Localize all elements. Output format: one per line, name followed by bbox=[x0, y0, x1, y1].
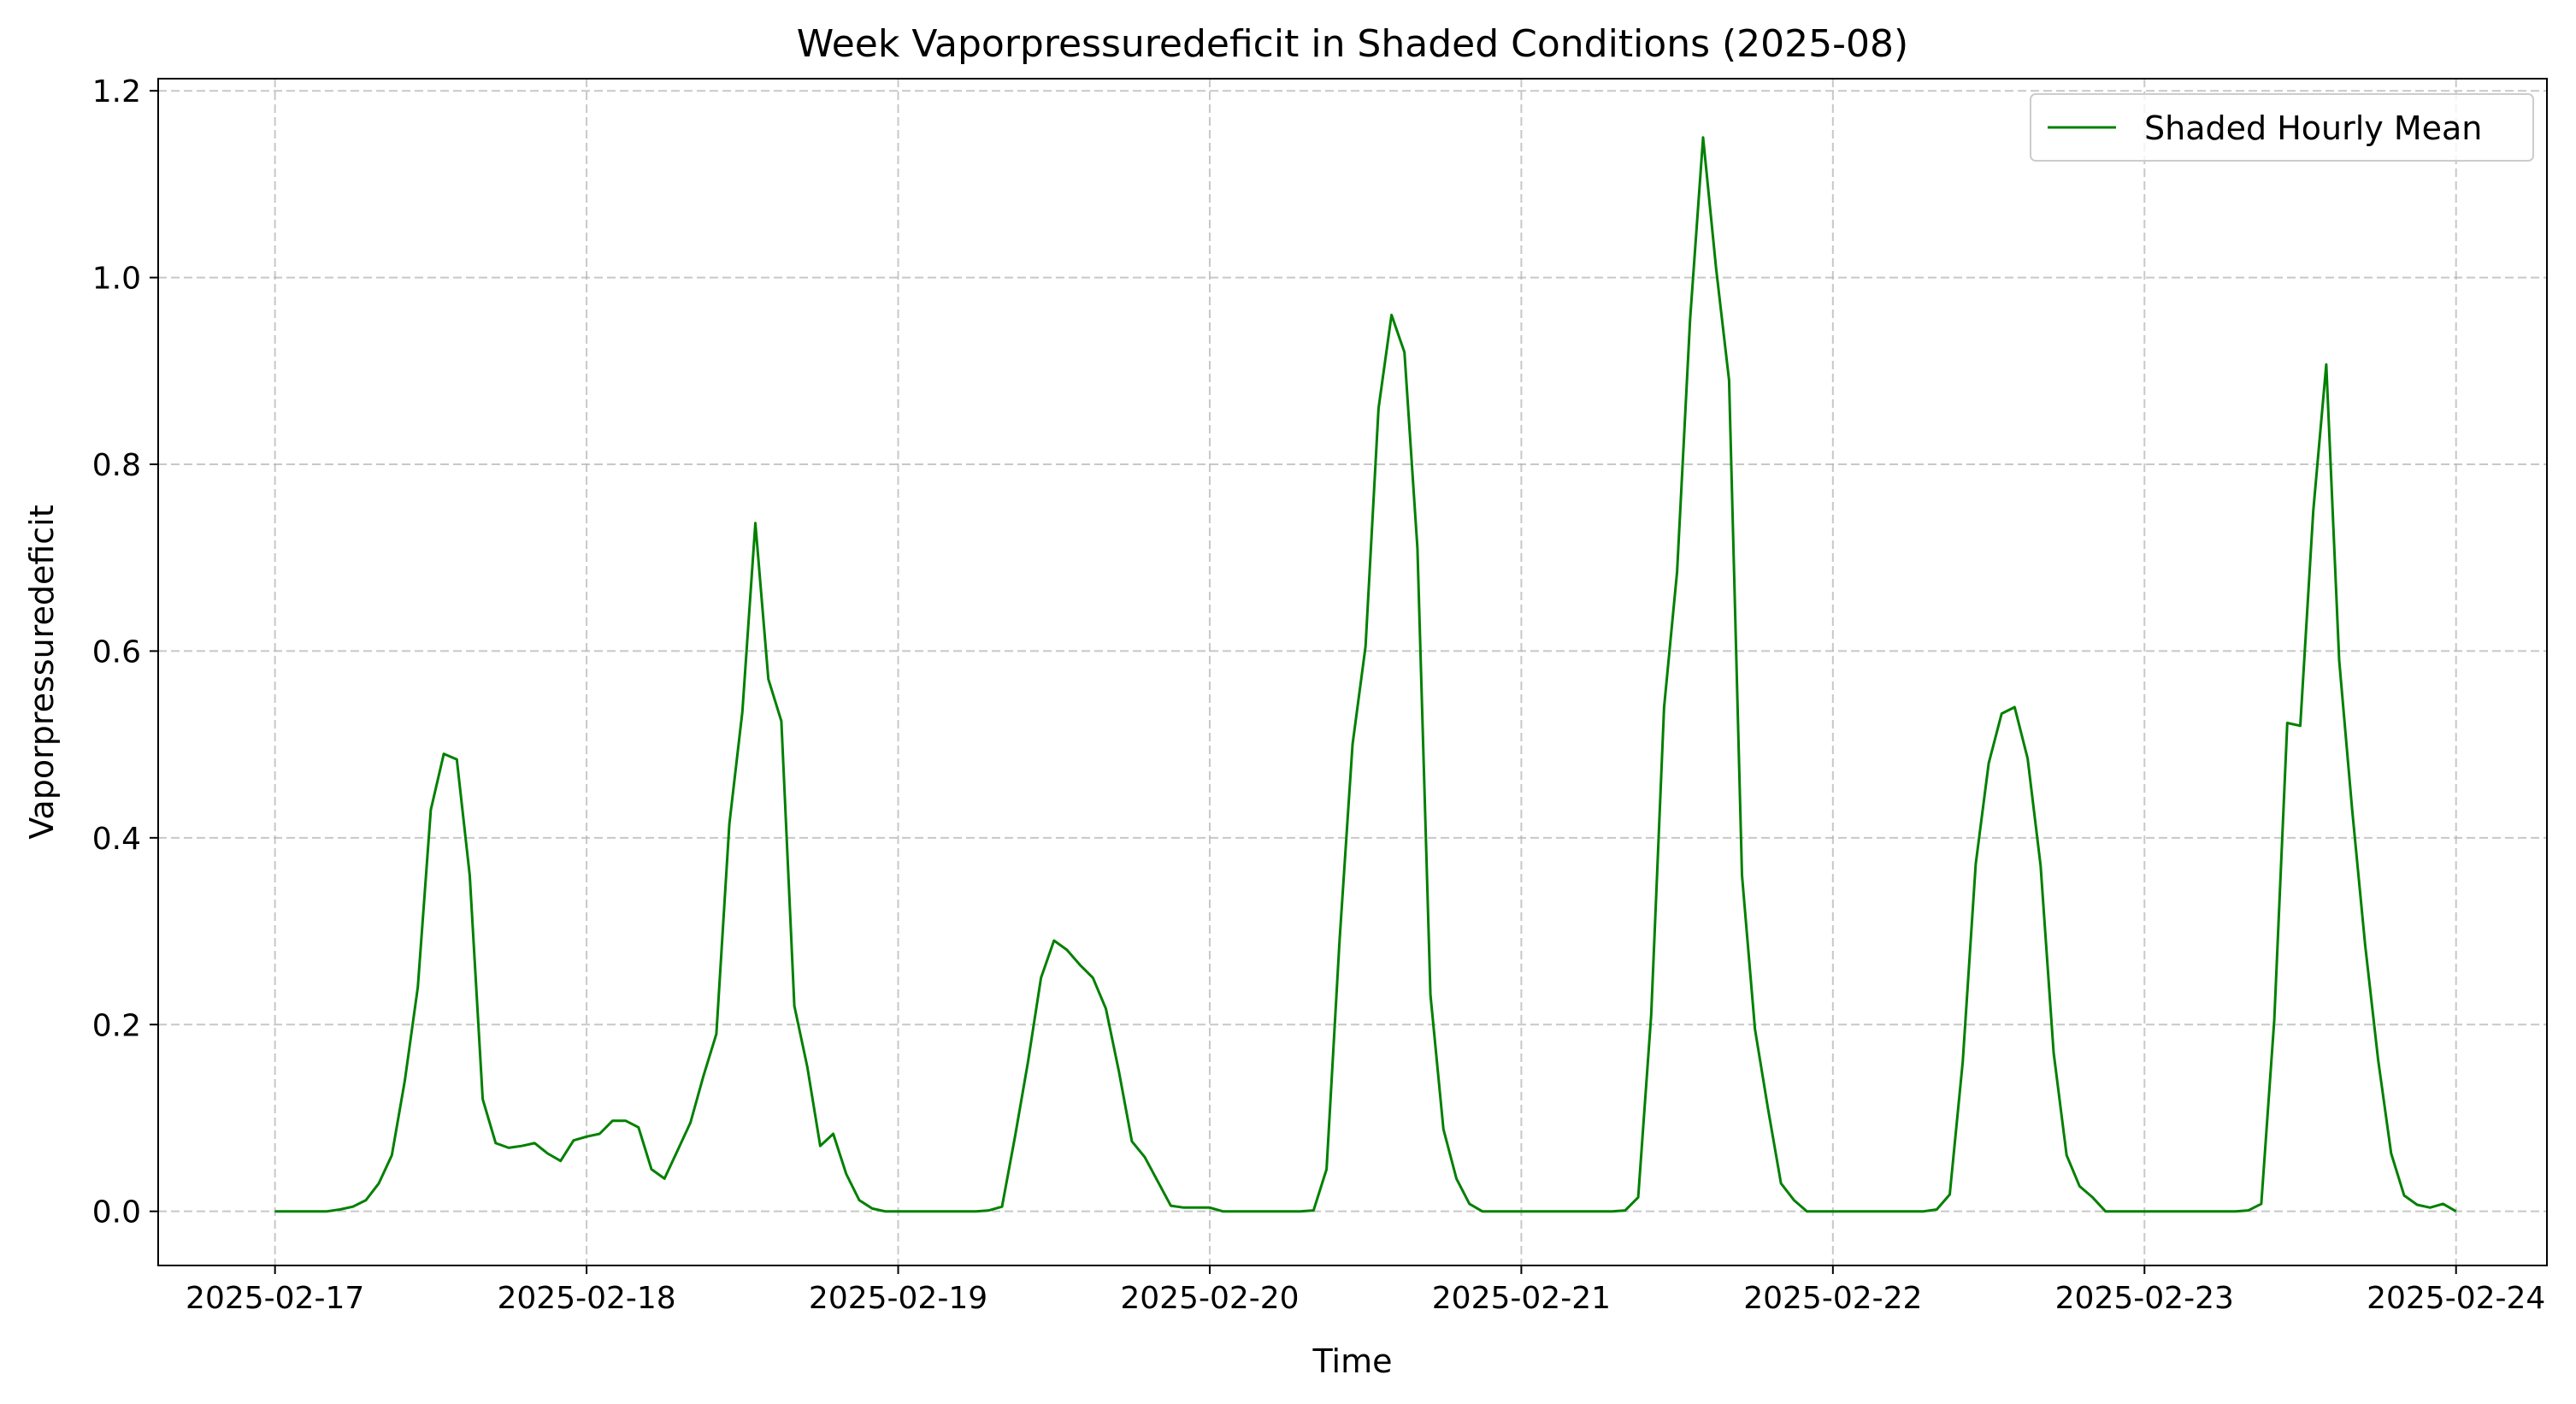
y-tick-label: 1.2 bbox=[92, 74, 141, 109]
x-tick-label: 2025-02-20 bbox=[1120, 1281, 1299, 1316]
y-tick-label: 0.2 bbox=[92, 1008, 141, 1043]
chart-title: Week Vaporpressuredeficit in Shaded Cond… bbox=[797, 22, 1908, 66]
x-tick-label: 2025-02-19 bbox=[809, 1281, 987, 1316]
x-axis-label: Time bbox=[1312, 1342, 1393, 1380]
series-layer bbox=[274, 136, 2457, 1213]
legend-box bbox=[2030, 93, 2534, 162]
x-tick-label: 2025-02-17 bbox=[186, 1281, 364, 1316]
grid-layer bbox=[158, 79, 2547, 1265]
x-tick-label: 2025-02-22 bbox=[1743, 1281, 1922, 1316]
y-tick-label: 0.0 bbox=[92, 1195, 141, 1230]
series-line-0 bbox=[274, 136, 2457, 1213]
y-tick-label: 1.0 bbox=[92, 262, 141, 297]
tick-layer: 0.0 0.2 0.4 0.6 0.8 1.0 1.2 2025-02-17 2025-02-1… bbox=[92, 74, 2546, 1316]
x-tick-label: 2025-02-18 bbox=[497, 1281, 675, 1316]
y-axis-label: Vaporpressuredeficit bbox=[23, 504, 61, 839]
x-tick-label: 2025-02-24 bbox=[2367, 1281, 2545, 1316]
x-tick-label: 2025-02-23 bbox=[2055, 1281, 2234, 1316]
y-tick-label: 0.8 bbox=[92, 448, 141, 483]
plot-frame bbox=[157, 78, 2548, 1266]
legend-label: Shaded Hourly Mean bbox=[2144, 109, 2482, 147]
x-tick-label: 2025-02-21 bbox=[1432, 1281, 1611, 1316]
y-tick-label: 0.6 bbox=[92, 634, 141, 670]
legend: Shaded Hourly Mean bbox=[2030, 93, 2534, 162]
y-tick-label: 0.4 bbox=[92, 822, 141, 857]
